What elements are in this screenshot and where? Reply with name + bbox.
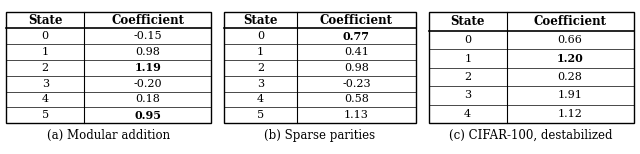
Text: Coefficient: Coefficient (320, 14, 393, 27)
Text: 5: 5 (257, 110, 264, 120)
Text: State: State (243, 14, 278, 27)
Text: 0.95: 0.95 (134, 110, 161, 121)
Text: 0.98: 0.98 (344, 63, 369, 73)
Text: 0.18: 0.18 (135, 94, 160, 104)
Text: 4: 4 (464, 109, 471, 119)
Text: -0.23: -0.23 (342, 79, 371, 89)
Text: 0: 0 (464, 35, 471, 45)
Text: 0: 0 (42, 31, 49, 41)
Text: 1: 1 (42, 47, 49, 57)
Text: -0.20: -0.20 (133, 79, 162, 89)
Text: 2: 2 (464, 72, 471, 82)
Text: 4: 4 (42, 94, 49, 104)
Text: (c) CIFAR-100, destabilized: (c) CIFAR-100, destabilized (449, 129, 613, 142)
Text: 5: 5 (42, 110, 49, 120)
Text: 2: 2 (257, 63, 264, 73)
Text: 1.12: 1.12 (557, 109, 582, 119)
Text: (a) Modular addition: (a) Modular addition (47, 129, 170, 142)
Text: Coefficient: Coefficient (534, 15, 607, 28)
Text: 1.91: 1.91 (557, 91, 582, 100)
Text: 1: 1 (464, 54, 471, 63)
Text: 0.41: 0.41 (344, 47, 369, 57)
Text: 2: 2 (42, 63, 49, 73)
Text: -0.15: -0.15 (133, 31, 162, 41)
Text: 4: 4 (257, 94, 264, 104)
Text: 0.66: 0.66 (557, 35, 582, 45)
Text: 1.19: 1.19 (134, 62, 161, 73)
Text: Coefficient: Coefficient (111, 14, 184, 27)
Text: 0.28: 0.28 (557, 72, 582, 82)
Text: (b) Sparse parities: (b) Sparse parities (264, 129, 376, 142)
Text: 0: 0 (257, 31, 264, 41)
Text: State: State (28, 14, 63, 27)
Text: 1.13: 1.13 (344, 110, 369, 120)
Text: 1.20: 1.20 (557, 53, 584, 64)
Text: 0.58: 0.58 (344, 94, 369, 104)
Text: 0.77: 0.77 (343, 31, 370, 42)
Text: 0.98: 0.98 (135, 47, 160, 57)
Text: 3: 3 (464, 91, 471, 100)
Text: State: State (451, 15, 485, 28)
Text: 3: 3 (257, 79, 264, 89)
Text: 3: 3 (42, 79, 49, 89)
Text: 1: 1 (257, 47, 264, 57)
